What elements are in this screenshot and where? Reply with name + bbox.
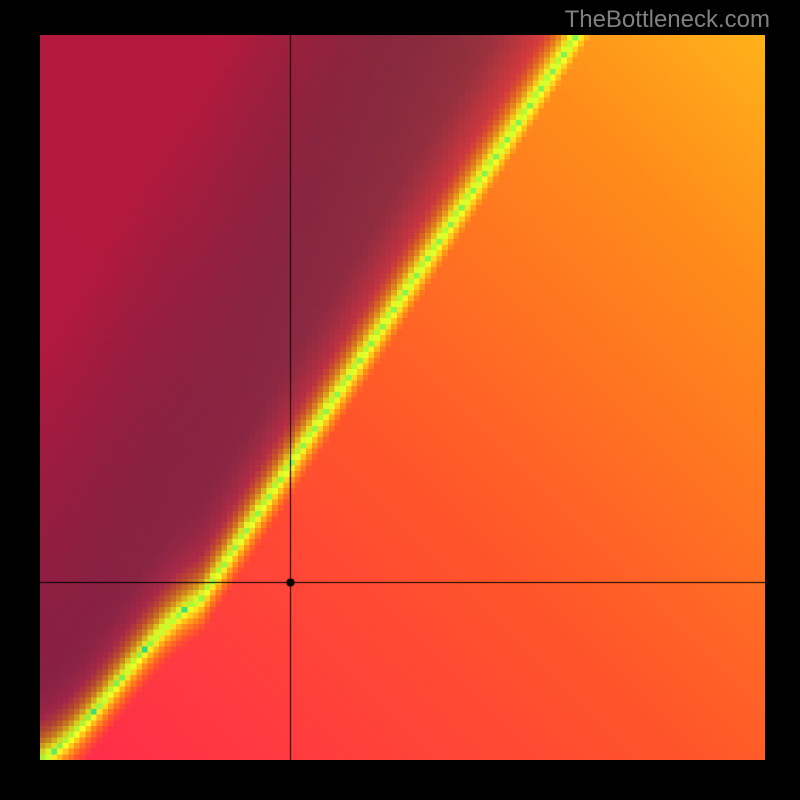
chart-container: TheBottleneck.com [0, 0, 800, 800]
watermark-text: TheBottleneck.com [565, 6, 770, 34]
crosshair-overlay [40, 35, 765, 760]
